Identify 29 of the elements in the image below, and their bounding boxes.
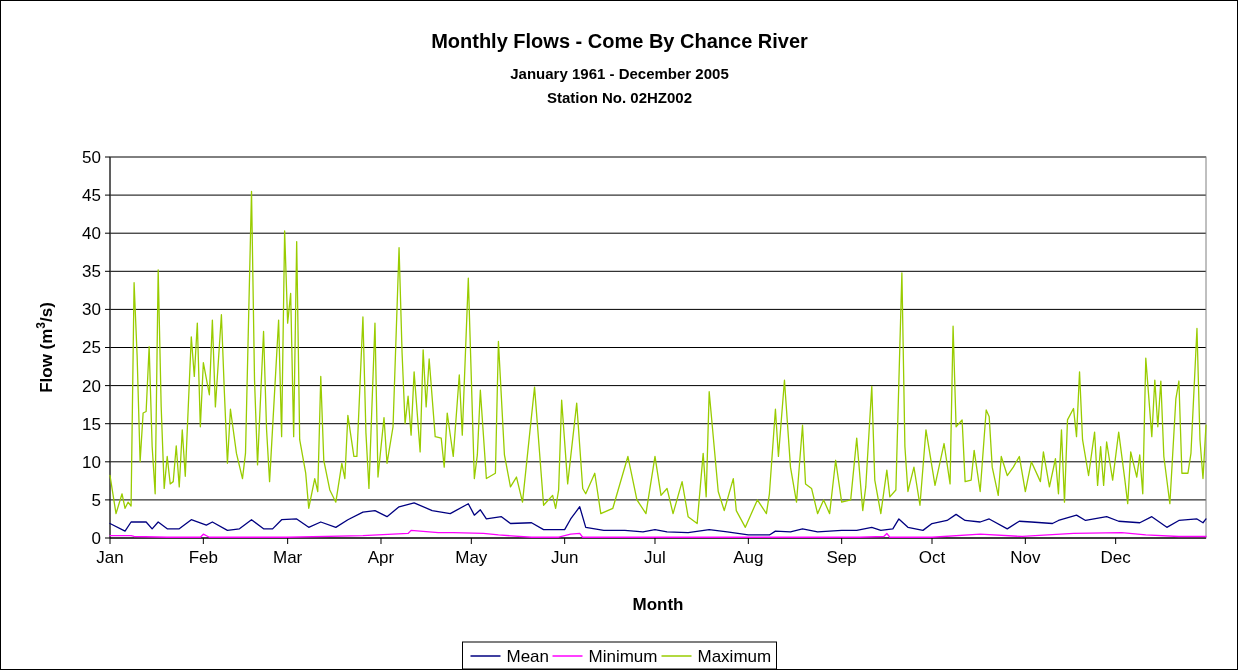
x-tick-label: Feb [188,548,218,567]
chart-title: Monthly Flows - Come By Chance River [431,30,809,52]
y-tick-label: 40 [82,224,101,244]
y-tick-label: 10 [82,452,101,472]
y-tick-label: 20 [82,376,101,396]
x-tick-label: Mar [273,548,303,567]
y-tick-label: 5 [91,490,101,510]
legend-label: Minimum [588,646,658,666]
y-tick-label: 30 [82,300,101,320]
x-tick-label: Apr [367,548,395,567]
y-tick-label: 15 [82,414,101,434]
y-tick-label: 50 [82,147,101,167]
legend-label: Mean [506,646,550,666]
x-tick-label: Sep [826,548,857,567]
y-tick-label: 45 [82,186,101,206]
x-tick-label: Dec [1100,548,1132,567]
y-tick-label: 25 [82,338,101,358]
x-tick-label: Jun [550,548,579,567]
y-tick-label: 0 [91,528,101,548]
y-tick-label: 35 [82,262,101,282]
chart-subtitle: January 1961 - December 2005 Station No. 02HZ002 [510,65,729,106]
x-tick-label: Jul [644,548,666,567]
legend-label: Maximum [697,646,772,666]
x-tick-label: Oct [918,548,946,567]
x-tick-label: Aug [733,548,764,567]
x-tick-label: Nov [1010,548,1041,567]
x-tick-label: Jan [96,548,124,567]
x-tick-label: May [455,548,488,567]
x-axis-title: Month [632,595,684,614]
